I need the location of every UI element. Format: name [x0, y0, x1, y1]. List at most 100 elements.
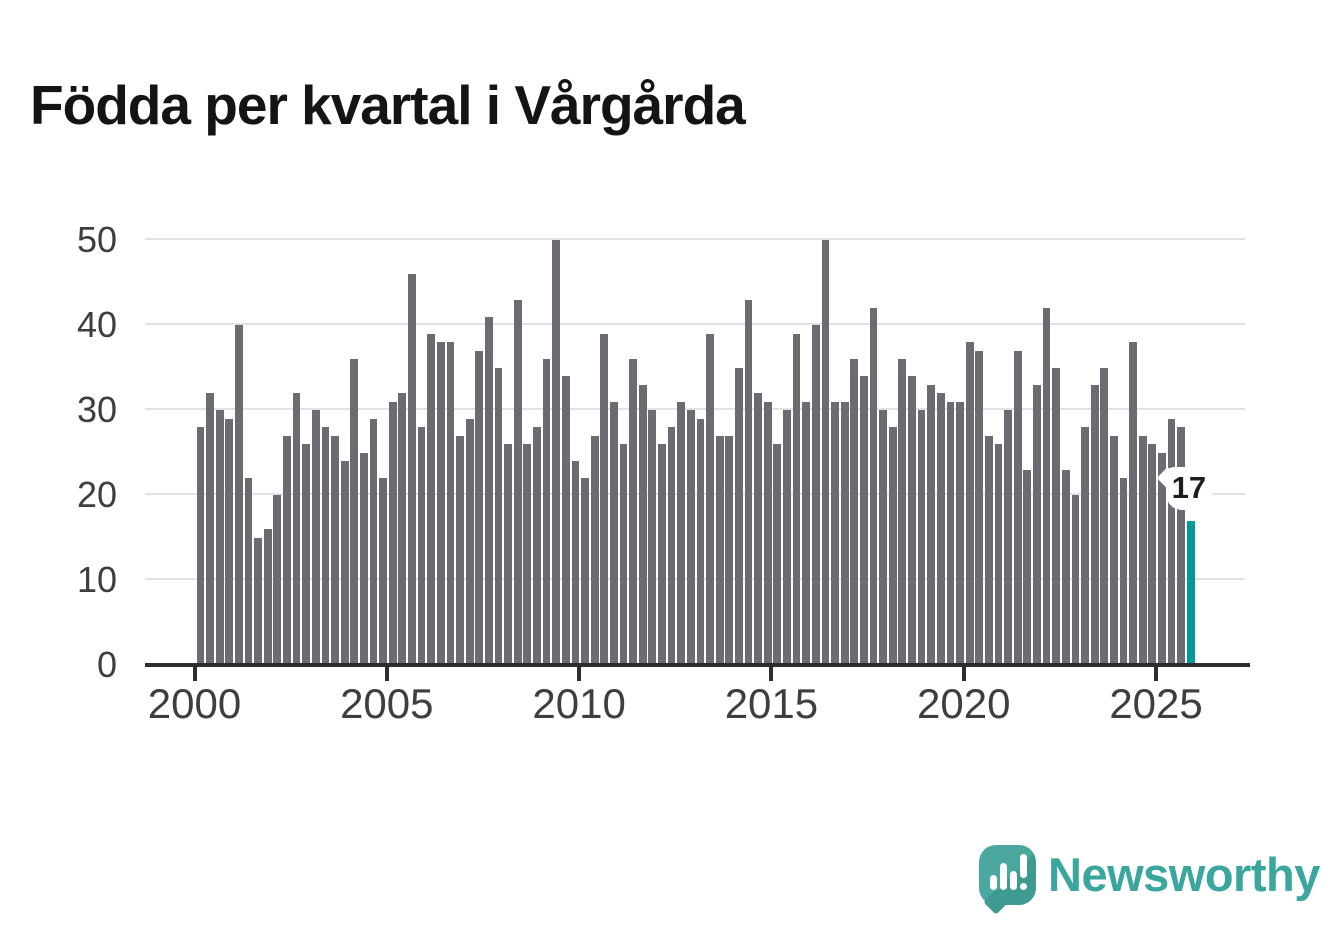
bar — [456, 435, 464, 665]
bar — [734, 367, 743, 665]
y-axis-tick-label: 20 — [76, 474, 117, 515]
x-axis-tick-label: 2000 — [147, 680, 242, 727]
bar — [696, 418, 705, 665]
logo-exclamation-icon — [1020, 854, 1027, 878]
bar — [975, 350, 984, 665]
bar — [1004, 410, 1012, 665]
x-axis-line — [145, 663, 1250, 667]
bar — [1081, 427, 1089, 665]
logo-bar-icon — [1000, 863, 1007, 890]
bar — [321, 427, 330, 665]
bar — [254, 537, 262, 665]
bar — [215, 410, 224, 665]
x-axis-tick — [577, 666, 582, 681]
bar — [244, 478, 253, 665]
bar — [379, 478, 387, 665]
bar — [831, 401, 839, 665]
bar — [811, 325, 820, 665]
bar — [1100, 367, 1109, 665]
bar — [638, 384, 647, 665]
bar — [1167, 418, 1176, 665]
bar — [658, 444, 666, 665]
bar — [533, 427, 541, 665]
x-axis-tick — [1154, 666, 1159, 681]
y-axis-tick-label: 0 — [96, 644, 117, 685]
bar — [340, 461, 349, 665]
logo-exclamation-dot-icon — [1020, 883, 1027, 890]
speech-bubble-tail — [983, 889, 1009, 915]
bar — [821, 240, 830, 665]
chart-title: Födda per kvartal i Vårgårda — [30, 73, 746, 136]
bar — [840, 401, 849, 665]
bar — [984, 435, 993, 665]
bar — [581, 478, 589, 665]
bar — [206, 393, 214, 665]
value-label-bubble: 17 — [1165, 466, 1212, 510]
bar — [436, 342, 445, 665]
bar — [917, 410, 926, 665]
bar — [946, 401, 955, 665]
x-axis-tick — [192, 666, 197, 681]
y-axis-tick-label: 10 — [76, 559, 117, 600]
newsworthy-wordmark: Newsworthy — [1048, 848, 1320, 901]
bar — [302, 444, 311, 665]
bar — [427, 333, 436, 665]
bar — [1061, 469, 1070, 665]
y-axis-tick-label: 50 — [76, 219, 117, 260]
bar — [744, 299, 753, 665]
bar — [1042, 308, 1051, 665]
bar — [1052, 367, 1061, 665]
bar — [1090, 384, 1099, 665]
bar — [465, 418, 474, 665]
x-axis-tick — [961, 666, 966, 681]
bar — [417, 427, 426, 665]
bar — [1013, 350, 1022, 665]
newsworthy-logo-icon — [979, 845, 1036, 915]
gridline — [145, 493, 1245, 495]
bar — [869, 308, 878, 665]
value-label: 17 — [1171, 470, 1207, 505]
bar — [859, 376, 868, 665]
x-axis-tick-label: 2005 — [340, 680, 434, 727]
bar — [936, 393, 945, 665]
bar — [1158, 452, 1166, 665]
x-axis-tick — [769, 666, 774, 681]
bar — [686, 410, 695, 665]
bar — [475, 350, 484, 665]
bar — [273, 495, 282, 665]
bar — [1023, 469, 1032, 665]
bar — [706, 333, 714, 665]
bar — [331, 435, 339, 665]
bar — [311, 410, 320, 665]
bar — [754, 393, 762, 665]
bar — [715, 435, 724, 665]
bar — [619, 444, 628, 665]
gridline — [145, 578, 1245, 580]
bar — [850, 359, 859, 665]
bar — [879, 410, 887, 665]
newsworthy-logo: Newsworthy — [979, 843, 1320, 915]
bar — [773, 444, 782, 665]
bar — [667, 427, 676, 665]
bar — [552, 240, 561, 665]
bar — [234, 325, 243, 665]
bar — [956, 401, 964, 665]
bar — [408, 274, 416, 665]
bar — [388, 401, 397, 665]
bar — [1033, 384, 1041, 665]
logo-bar-icon — [990, 875, 997, 890]
bar — [292, 393, 301, 665]
bar — [1138, 435, 1147, 665]
x-axis-tick — [384, 666, 389, 681]
bar — [763, 401, 772, 665]
x-axis-tick-label: 2015 — [724, 680, 819, 727]
bar — [898, 359, 907, 665]
bar — [994, 444, 1003, 665]
bar — [600, 333, 609, 665]
gridline — [145, 408, 1245, 410]
bar — [1071, 495, 1080, 665]
bar — [561, 376, 570, 665]
bar — [1177, 427, 1186, 665]
bar — [1148, 444, 1157, 665]
